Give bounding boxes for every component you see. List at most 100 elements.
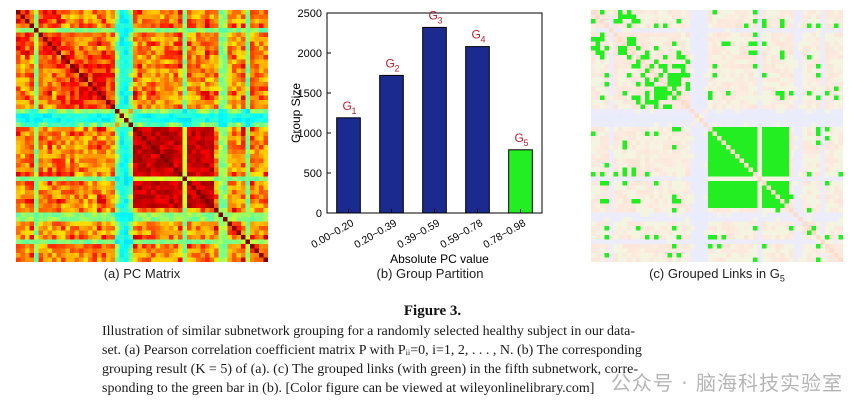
pc-matrix-cell — [92, 109, 98, 114]
pc-matrix-cell — [110, 82, 116, 87]
grouped-links-cell — [829, 100, 835, 105]
pc-matrix-cell — [115, 167, 120, 173]
pc-matrix-cell — [178, 68, 183, 74]
pc-matrix-cell — [259, 145, 264, 150]
grouped-links-cell — [681, 41, 686, 47]
pc-matrix-cell — [146, 181, 152, 186]
pc-matrix-cell — [70, 86, 75, 92]
grouped-links-cell — [717, 55, 722, 60]
pc-matrix-cell — [56, 41, 62, 47]
grouped-links-cell — [699, 95, 704, 101]
grouped-links-cell — [721, 118, 727, 123]
pc-matrix-cell — [25, 208, 30, 213]
grouped-links-cell — [838, 28, 843, 33]
pc-matrix-cell — [92, 136, 98, 141]
pc-matrix-cell — [52, 68, 57, 74]
pc-matrix-cell — [232, 212, 237, 218]
pc-matrix-cell — [223, 221, 228, 227]
grouped-links-cell — [784, 118, 790, 123]
grouped-links-cell — [595, 113, 601, 119]
grouped-links-cell — [627, 131, 632, 137]
pc-matrix-cell — [106, 46, 111, 51]
pc-matrix-cell — [155, 59, 161, 65]
grouped-links-cell — [789, 19, 794, 24]
pc-matrix-cell — [110, 154, 116, 159]
pc-matrix-cell — [52, 50, 57, 56]
pc-matrix-cell — [259, 208, 264, 213]
grouped-links-cell — [762, 55, 767, 60]
grouped-links-cell — [793, 113, 799, 119]
pc-matrix-cell — [142, 68, 147, 74]
grouped-links-cell — [685, 41, 691, 47]
pc-matrix-cell — [25, 68, 30, 74]
pc-matrix-cell — [88, 41, 93, 47]
pc-matrix-cell — [142, 235, 147, 240]
pc-matrix-cell — [232, 172, 237, 177]
grouped-links-cell — [780, 131, 785, 137]
grouped-links-cell — [811, 37, 817, 42]
pc-matrix-cell — [74, 257, 80, 262]
grouped-links-cell — [681, 131, 686, 137]
pc-matrix-cell — [164, 46, 170, 51]
grouped-links-cell — [604, 14, 610, 20]
grouped-links-cell — [667, 91, 673, 96]
grouped-links-cell — [694, 73, 700, 78]
grouped-links-cell — [798, 122, 803, 128]
bar-group-label-subscript: 3 — [438, 15, 443, 25]
pc-matrix-cell — [164, 154, 170, 159]
grouped-links-cell — [816, 127, 821, 132]
pc-matrix-cell — [151, 221, 156, 227]
grouped-links-cell — [802, 37, 808, 42]
pc-matrix-cell — [65, 221, 71, 227]
pc-matrix-cell — [97, 95, 102, 101]
pc-matrix-cell — [227, 212, 233, 218]
pc-matrix-cell — [38, 118, 44, 123]
pc-matrix-cell — [47, 199, 53, 204]
pc-matrix-cell — [227, 41, 233, 47]
grouped-links-cell — [663, 104, 668, 110]
pc-matrix-cell — [16, 10, 21, 15]
pc-matrix-cell — [142, 113, 147, 119]
grouped-links-cell — [663, 95, 668, 101]
pc-matrix-cell — [173, 109, 179, 114]
grouped-links-cell — [703, 37, 709, 42]
pc-matrix-cell — [205, 46, 210, 51]
pc-matrix-cell — [79, 127, 84, 132]
grouped-links-cell — [820, 50, 826, 56]
grouped-links-cell — [757, 118, 763, 123]
grouped-links-cell — [798, 118, 803, 123]
grouped-links-cell — [667, 50, 673, 56]
grouped-links-cell — [708, 23, 713, 29]
pc-matrix-cell — [169, 140, 174, 146]
pc-matrix-cell — [88, 172, 93, 177]
pc-matrix-cell — [151, 149, 156, 155]
grouped-links-cell — [640, 136, 646, 141]
grouped-links-cell — [699, 91, 704, 96]
grouped-links-cell — [739, 28, 745, 33]
pc-matrix-cell — [43, 230, 48, 236]
grouped-links-cell — [744, 77, 749, 83]
pc-matrix-cell — [79, 23, 84, 29]
pc-matrix-cell — [110, 100, 116, 105]
grouped-links-cell — [789, 37, 794, 42]
grouped-links-cell — [609, 95, 614, 101]
grouped-links-cell — [730, 91, 736, 96]
pc-matrix-cell — [169, 59, 174, 65]
grouped-links-cell — [757, 86, 763, 92]
grouped-links-cell — [595, 55, 601, 60]
pc-matrix-cell — [223, 127, 228, 132]
pc-matrix-cell — [146, 230, 152, 236]
pc-matrix-cell — [16, 23, 21, 29]
pc-matrix-cell — [205, 145, 210, 150]
grouped-links-cell — [708, 55, 713, 60]
pc-matrix-cell — [115, 118, 120, 123]
pc-matrix-cell — [97, 140, 102, 146]
pc-matrix-cell — [160, 10, 165, 15]
pc-matrix-cell — [52, 118, 57, 123]
pc-matrix-cell — [106, 244, 111, 249]
pc-matrix-cell — [83, 194, 89, 200]
grouped-links-cell — [834, 86, 839, 92]
grouped-links-cell — [708, 19, 713, 24]
grouped-links-cell — [694, 50, 700, 56]
pc-matrix-cell — [146, 19, 152, 24]
